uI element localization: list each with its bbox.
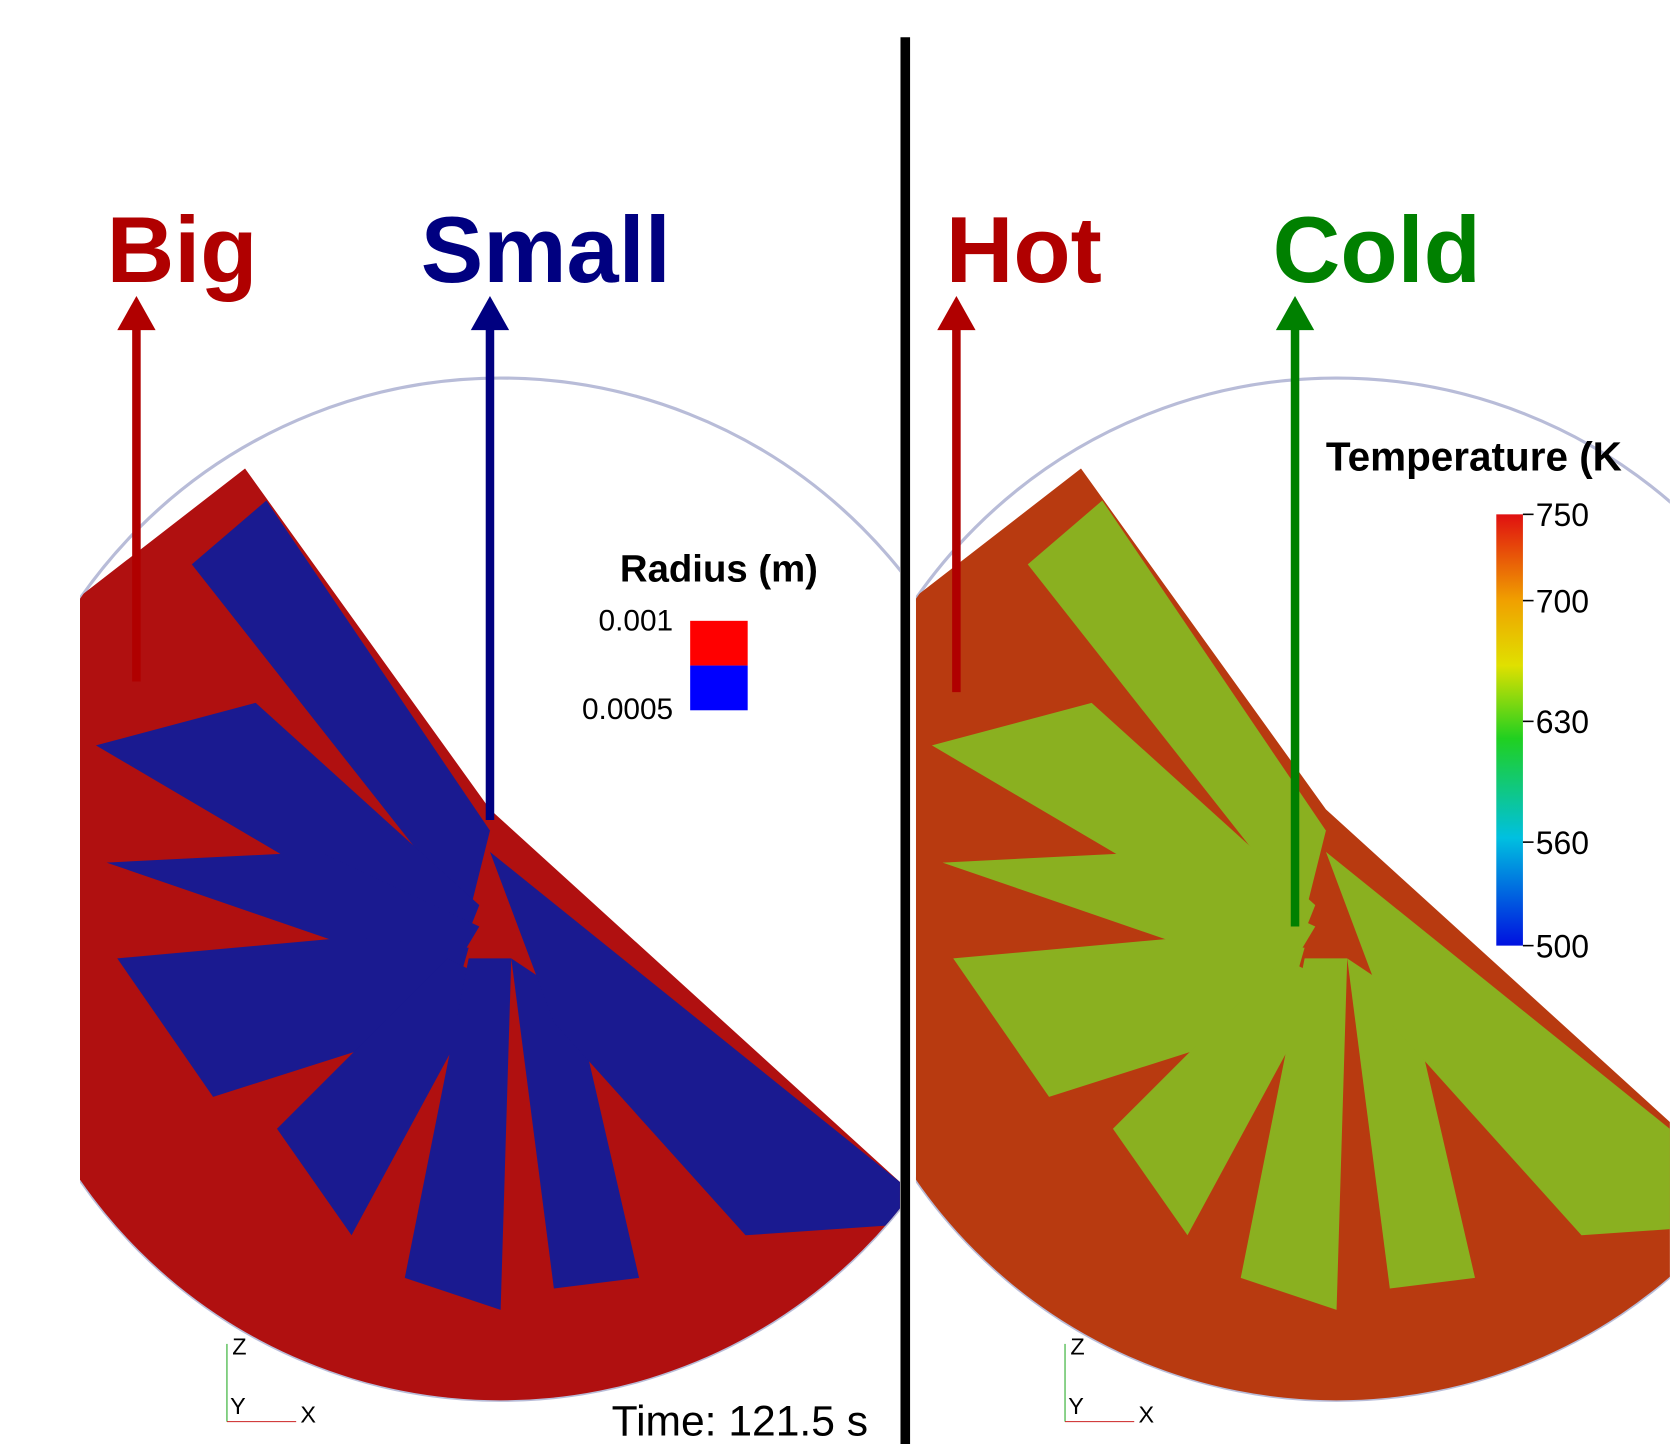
- axis-y: Y: [1068, 1393, 1084, 1419]
- colorbar-tick-label: 630: [1536, 704, 1589, 740]
- left-simulation: [0, 378, 1012, 1444]
- axis-x: X: [1138, 1402, 1154, 1428]
- label-hot: Hot: [946, 197, 1102, 302]
- legend-swatch-max: [690, 621, 748, 666]
- colorbar-tick-label: 750: [1536, 497, 1589, 533]
- colorbar-tick-label: 700: [1536, 583, 1589, 619]
- right-simulation: [825, 378, 1670, 1444]
- axis-z: Z: [1070, 1334, 1084, 1360]
- colorbar-tick-label: 500: [1536, 928, 1589, 964]
- colorbar: [1496, 514, 1523, 945]
- figure: Big Small Hot Cold Radius (m) 0.001 0.00…: [0, 0, 1670, 1444]
- label-big: Big: [107, 197, 258, 302]
- legend-max: 0.001: [599, 604, 674, 637]
- label-small: Small: [421, 197, 671, 302]
- label-cold: Cold: [1273, 197, 1481, 302]
- colorbar-tick-label: 560: [1536, 825, 1589, 861]
- axis-z: Z: [232, 1334, 246, 1360]
- legend-min: 0.0005: [582, 693, 673, 726]
- axis-y: Y: [230, 1393, 246, 1419]
- colorbar-title: Temperature (K: [1326, 434, 1622, 480]
- legend-swatch-min: [690, 666, 748, 711]
- time-label: Time: 121.5 s: [612, 1397, 868, 1444]
- legend-title: Radius (m): [620, 547, 818, 590]
- axis-x: X: [300, 1402, 316, 1428]
